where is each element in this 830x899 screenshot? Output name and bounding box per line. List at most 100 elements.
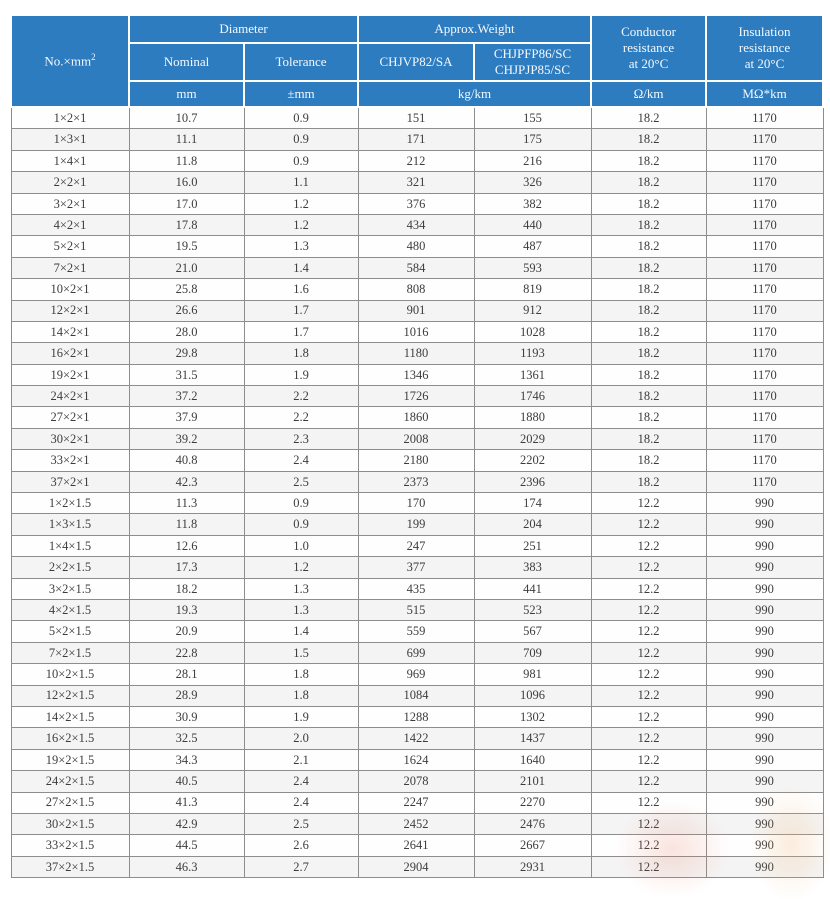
cell-nominal: 44.5 [128, 834, 245, 857]
table-row: 1×4×1 11.8 0.9 212 216 18.2 1170 [10, 149, 824, 173]
cell-tolerance: 1.5 [243, 641, 359, 665]
cable-spec-table: No.×mm2 Diameter Approx.Weight Conductor… [10, 14, 825, 879]
cell-insulation-resistance: 990 [705, 748, 824, 772]
cell-nominal: 21.0 [128, 256, 245, 280]
cell-conductor-resistance: 18.2 [590, 149, 707, 173]
cell-weight-chjvp82sa: 434 [357, 213, 475, 237]
unit-weight: kg/km [356, 80, 593, 108]
cell-weight-chjpfp86sc: 204 [473, 513, 592, 536]
cell-weight-chjpfp86sc: 155 [473, 106, 592, 130]
cell-conductor-resistance: 18.2 [590, 278, 707, 301]
cell-conductor-resistance: 12.2 [590, 684, 707, 707]
cell-spec: 2×2×1.5 [10, 556, 130, 579]
cell-conductor-resistance: 18.2 [590, 449, 707, 472]
cell-tolerance: 2.6 [243, 834, 359, 857]
cell-spec: 14×2×1.5 [10, 705, 130, 729]
cell-weight-chjpfp86sc: 709 [473, 641, 592, 665]
table-row: 1×3×1 11.1 0.9 171 175 18.2 1170 [10, 128, 824, 151]
cell-weight-chjvp82sa: 2247 [357, 791, 475, 814]
cell-tolerance: 1.3 [243, 598, 359, 622]
table-body: 1×2×1 10.7 0.9 151 155 18.2 1170 1×3×1 11.1 0.9 17… [10, 106, 824, 879]
cell-weight-chjvp82sa: 151 [357, 106, 475, 130]
cell-spec: 12×2×1 [10, 299, 130, 322]
cell-insulation-resistance: 990 [705, 641, 824, 665]
cell-nominal: 19.3 [128, 598, 245, 622]
cell-tolerance: 0.9 [243, 149, 359, 173]
cell-weight-chjpfp86sc: 593 [473, 256, 592, 280]
cell-insulation-resistance: 990 [705, 770, 824, 793]
cell-tolerance: 1.8 [243, 684, 359, 707]
cell-weight-chjpfp86sc: 981 [473, 663, 592, 686]
cell-insulation-resistance: 1170 [705, 299, 824, 322]
cell-weight-chjpfp86sc: 175 [473, 128, 592, 151]
table-row: 12×2×1 26.6 1.7 901 912 18.2 1170 [10, 299, 824, 322]
cell-spec: 19×2×1 [10, 363, 130, 387]
cell-spec: 16×2×1 [10, 342, 130, 365]
cell-spec: 5×2×1.5 [10, 620, 130, 643]
cell-insulation-resistance: 1170 [705, 213, 824, 237]
cell-nominal: 40.8 [128, 449, 245, 472]
cell-insulation-resistance: 1170 [705, 320, 824, 344]
table-row: 30×2×1 39.2 2.3 2008 2029 18.2 1170 [10, 427, 824, 451]
table-row: 1×3×1.5 11.8 0.9 199 204 12.2 990 [10, 513, 824, 536]
table-row: 16×2×1.5 32.5 2.0 1422 1437 12.2 990 [10, 727, 824, 750]
table-row: 5×2×1.5 20.9 1.4 559 567 12.2 990 [10, 620, 824, 643]
unit-conductor: Ω/km [590, 80, 708, 108]
cell-weight-chjvp82sa: 1016 [357, 320, 475, 344]
cell-spec: 1×3×1 [10, 128, 130, 151]
cell-weight-chjpfp86sc: 2476 [473, 812, 592, 836]
cell-insulation-resistance: 990 [705, 513, 824, 536]
cell-spec: 10×2×1.5 [10, 663, 130, 686]
cell-weight-chjvp82sa: 901 [357, 299, 475, 322]
cell-nominal: 39.2 [128, 427, 245, 451]
cell-insulation-resistance: 1170 [705, 342, 824, 365]
cell-tolerance: 2.2 [243, 385, 359, 408]
cell-tolerance: 1.0 [243, 534, 359, 558]
cell-spec: 12×2×1.5 [10, 684, 130, 707]
cell-tolerance: 2.5 [243, 470, 359, 494]
table-row: 5×2×1 19.5 1.3 480 487 18.2 1170 [10, 235, 824, 258]
table-row: 16×2×1 29.8 1.8 1180 1193 18.2 1170 [10, 342, 824, 365]
table-row: 1×2×1.5 11.3 0.9 170 174 12.2 990 [10, 492, 824, 515]
cell-weight-chjvp82sa: 1288 [357, 705, 475, 729]
cell-weight-chjpfp86sc: 2029 [473, 427, 592, 451]
cell-tolerance: 1.8 [243, 663, 359, 686]
cell-spec: 4×2×1 [10, 213, 130, 237]
cell-spec: 4×2×1.5 [10, 598, 130, 622]
cell-nominal: 28.1 [128, 663, 245, 686]
cell-nominal: 26.6 [128, 299, 245, 322]
cell-weight-chjpfp86sc: 1640 [473, 748, 592, 772]
cell-conductor-resistance: 18.2 [590, 363, 707, 387]
cell-weight-chjpfp86sc: 383 [473, 556, 592, 579]
cell-nominal: 37.9 [128, 406, 245, 429]
cell-conductor-resistance: 18.2 [590, 256, 707, 280]
cell-weight-chjvp82sa: 559 [357, 620, 475, 643]
cell-nominal: 11.1 [128, 128, 245, 151]
cell-weight-chjpfp86sc: 2202 [473, 449, 592, 472]
cell-spec: 27×2×1 [10, 406, 130, 429]
cell-conductor-resistance: 18.2 [590, 320, 707, 344]
cell-weight-chjvp82sa: 2641 [357, 834, 475, 857]
cell-weight-chjpfp86sc: 382 [473, 192, 592, 215]
cell-weight-chjvp82sa: 1180 [357, 342, 475, 365]
cell-spec: 37×2×1 [10, 470, 130, 494]
cell-tolerance: 1.8 [243, 342, 359, 365]
cell-insulation-resistance: 1170 [705, 406, 824, 429]
cell-tolerance: 2.5 [243, 812, 359, 836]
cell-spec: 14×2×1 [10, 320, 130, 344]
cell-tolerance: 2.4 [243, 770, 359, 793]
table-row: 2×2×1.5 17.3 1.2 377 383 12.2 990 [10, 556, 824, 579]
cell-spec: 30×2×1.5 [10, 812, 130, 836]
header-insulation-resistance: Insulation resistance at 20°C [705, 14, 825, 82]
cell-insulation-resistance: 1170 [705, 171, 824, 194]
cell-nominal: 25.8 [128, 278, 245, 301]
cell-spec: 33×2×1 [10, 449, 130, 472]
cell-conductor-resistance: 18.2 [590, 106, 707, 130]
cell-insulation-resistance: 990 [705, 620, 824, 643]
cell-insulation-resistance: 1170 [705, 470, 824, 494]
cell-tolerance: 2.4 [243, 791, 359, 814]
cell-weight-chjpfp86sc: 1746 [473, 385, 592, 408]
cell-spec: 1×3×1.5 [10, 513, 130, 536]
cell-conductor-resistance: 18.2 [590, 342, 707, 365]
cell-spec: 3×2×1.5 [10, 577, 130, 600]
